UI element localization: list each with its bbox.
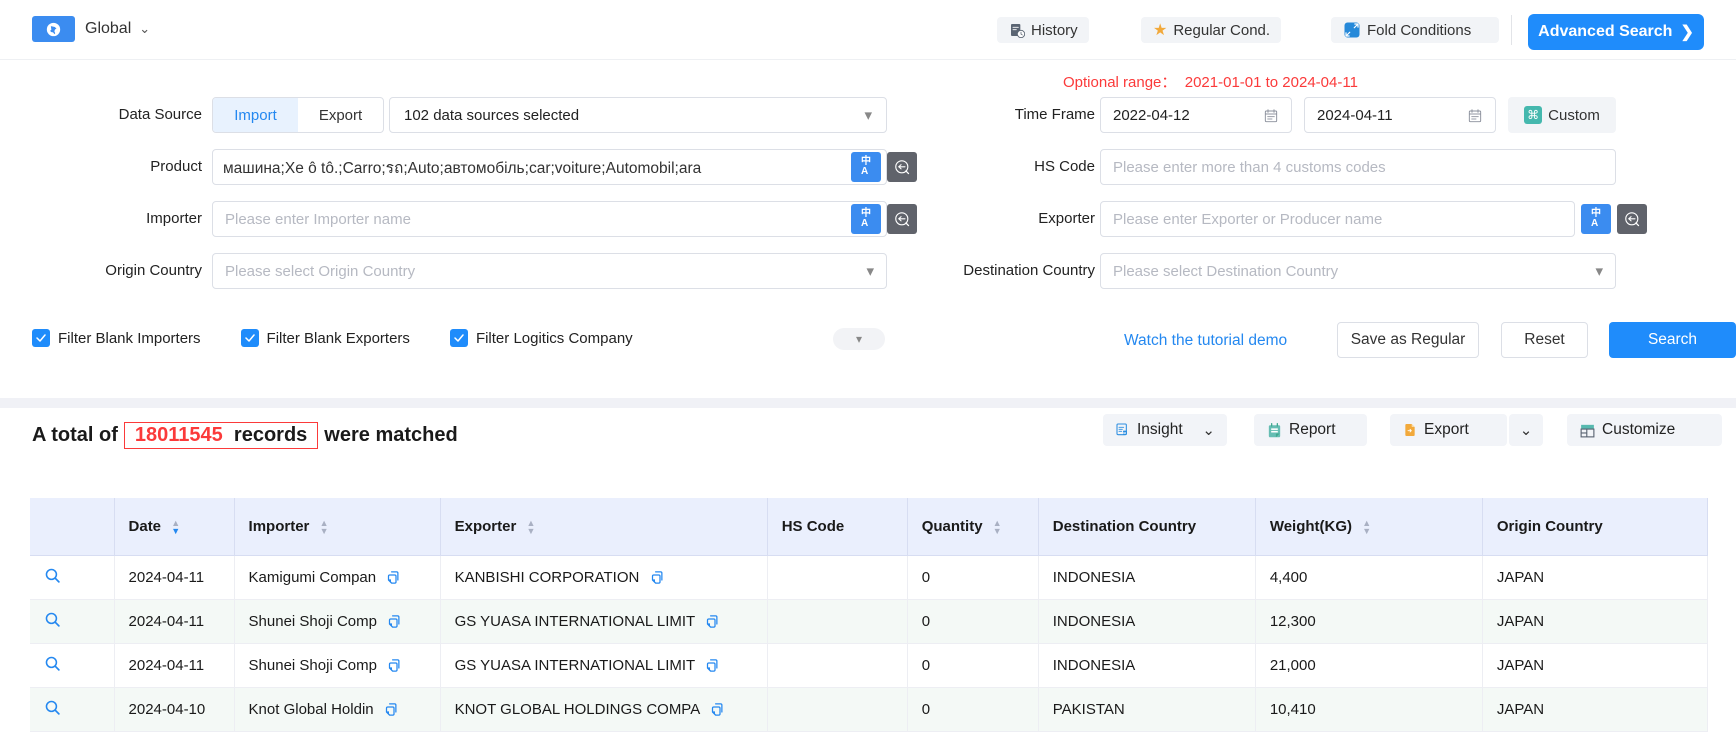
svg-text:BI: BI xyxy=(1123,431,1126,435)
